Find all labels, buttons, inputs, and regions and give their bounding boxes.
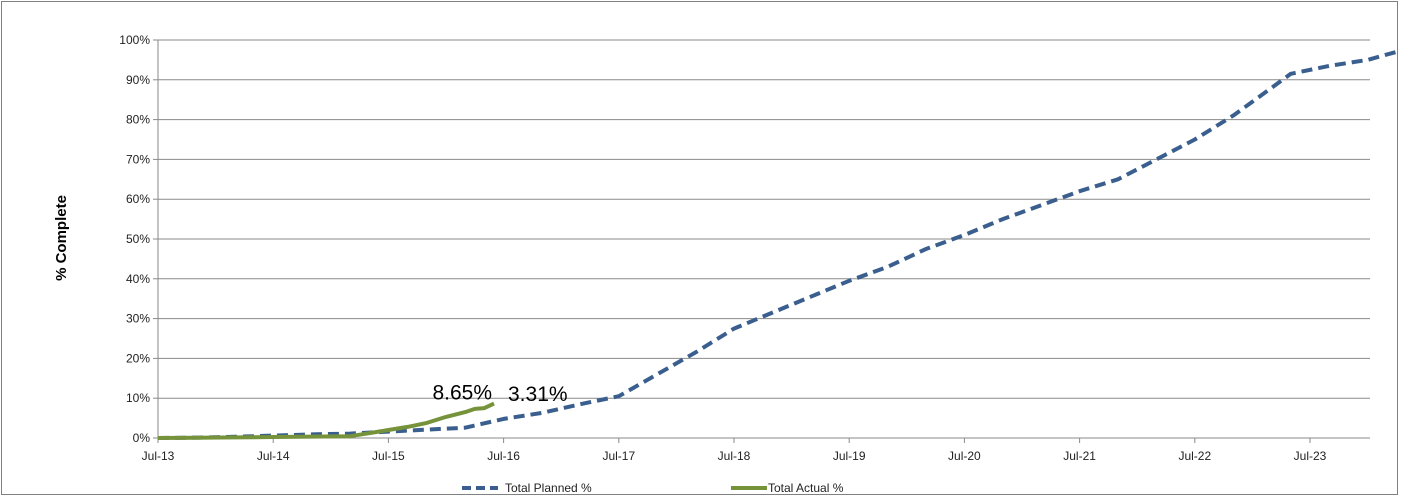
y-axis-title: % Complete xyxy=(53,195,70,281)
y-tick-label: 70% xyxy=(126,152,150,166)
y-tick-label: 50% xyxy=(126,232,150,246)
x-tick-label: Jul-15 xyxy=(372,449,405,463)
x-tick-label: Jul-14 xyxy=(257,449,290,463)
y-tick-label: 80% xyxy=(126,113,150,127)
axes xyxy=(153,39,1370,443)
legend: Total Planned % Total Actual % xyxy=(462,481,844,495)
y-tick-label: 100% xyxy=(119,33,150,47)
x-tick-label: Jul-22 xyxy=(1178,449,1211,463)
x-tick-label: Jul-19 xyxy=(833,449,866,463)
y-axis-tick-labels: 0% 10% 20% 30% 40% 50% 60% 70% 80% 90% 100% xyxy=(119,33,150,445)
x-tick-label: Jul-23 xyxy=(1294,449,1327,463)
y-tick-label: 10% xyxy=(126,391,150,405)
y-tick-label: 90% xyxy=(126,73,150,87)
y-tick-label: 40% xyxy=(126,272,150,286)
gridlines xyxy=(158,39,1370,399)
series-lines xyxy=(157,49,1401,440)
data-label-planned: 3.31% xyxy=(508,383,568,406)
actual-series-line xyxy=(157,401,495,440)
y-tick-label: 30% xyxy=(126,312,150,326)
x-tick-label: Jul-21 xyxy=(1063,449,1096,463)
data-labels: 8.65% 3.31% xyxy=(432,382,567,406)
y-tick-label: 20% xyxy=(126,351,150,365)
x-axis-tick-labels: Jul-13 Jul-14 Jul-15 Jul-16 Jul-17 Jul-18 Jul-… xyxy=(142,449,1327,463)
legend-actual-label: Total Actual % xyxy=(768,481,844,495)
x-tick-label: Jul-20 xyxy=(948,449,981,463)
data-label-actual: 8.65% xyxy=(432,382,492,405)
x-tick-label: Jul-16 xyxy=(487,449,520,463)
x-tick-label: Jul-17 xyxy=(602,449,635,463)
x-tick-label: Jul-13 xyxy=(142,449,175,463)
x-tick-label: Jul-18 xyxy=(718,449,751,463)
y-tick-label: 60% xyxy=(126,192,150,206)
y-tick-label: 0% xyxy=(133,431,151,445)
legend-planned-label: Total Planned % xyxy=(505,481,592,495)
